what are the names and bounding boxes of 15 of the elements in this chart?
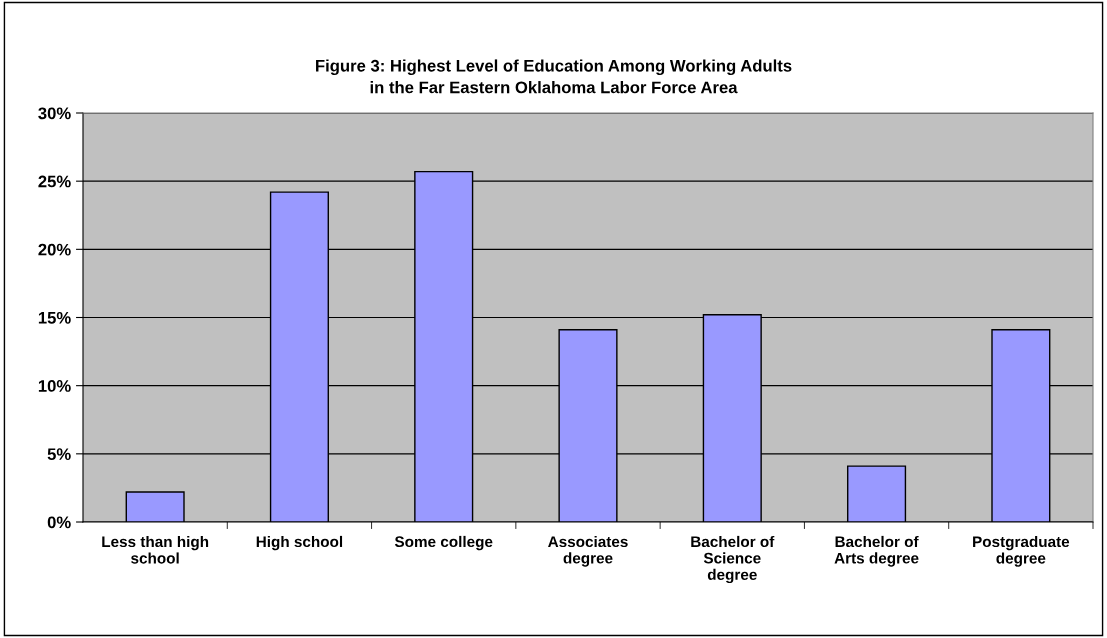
y-tick-label: 25% <box>38 175 71 188</box>
y-tick-label: 20% <box>38 243 71 256</box>
y-tick-label: 30% <box>38 107 71 120</box>
chart-title: Figure 3: Highest Level of Education Among Working Adults in the Far Eastern Oklahoma Labor Force Area <box>316 59 792 94</box>
x-tick-label: High school <box>256 535 343 551</box>
x-tick-label: Bachelor of Arts degree <box>834 535 919 567</box>
y-tick-label: 0% <box>47 516 71 529</box>
x-tick-label: Associates degree <box>548 535 628 567</box>
x-tick-label: Less than high school <box>102 535 209 564</box>
y-tick-label: 10% <box>38 380 71 392</box>
x-tick-label: Some college <box>394 535 493 551</box>
x-tick-label: Postgraduate degree <box>973 535 1070 567</box>
y-tick-label: 5% <box>47 448 71 461</box>
y-tick-label: 15% <box>38 311 71 324</box>
x-tick-label: Bachelor of Science degree <box>691 535 775 584</box>
